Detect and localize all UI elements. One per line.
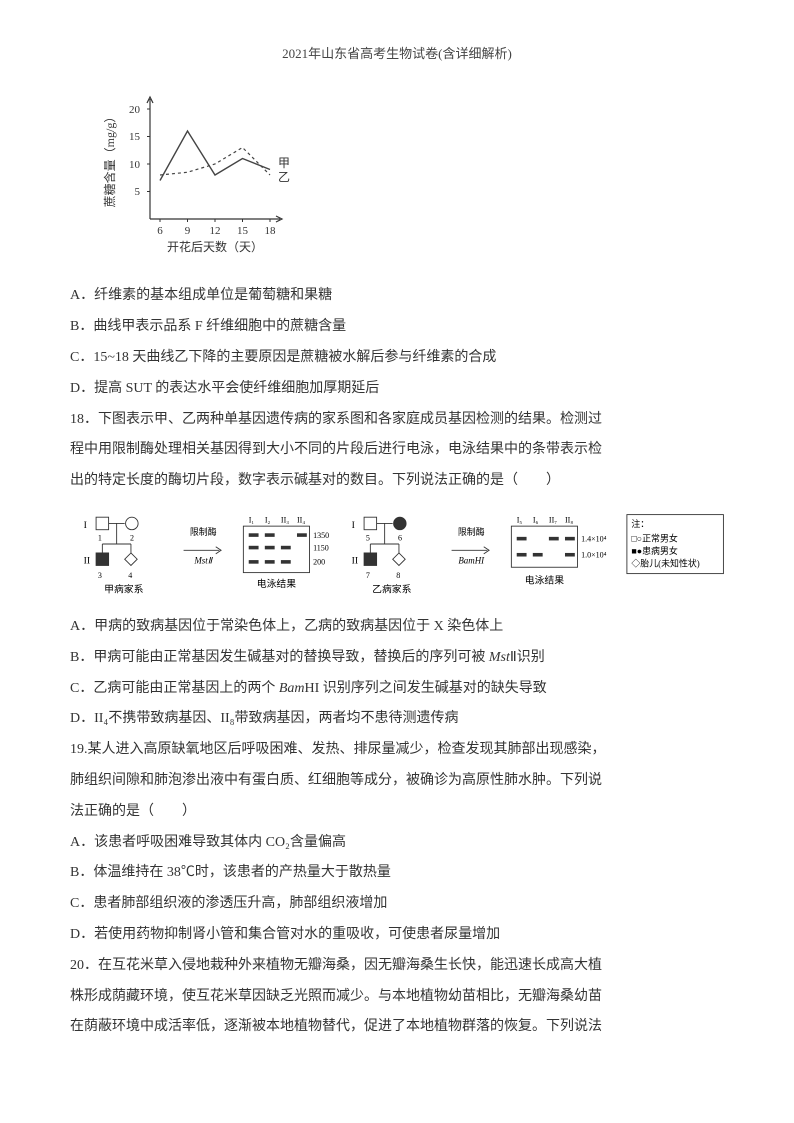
svg-text:II₈: II₈ xyxy=(565,516,573,525)
series-label-yi: 乙 xyxy=(278,170,290,184)
svg-text:1: 1 xyxy=(98,533,102,542)
q18-option-d: D．II₄不携带致病基因、II₈带致病基因，两者均不患待测遗传病 xyxy=(70,704,724,735)
svg-text:电泳结果: 电泳结果 xyxy=(257,577,296,590)
gel-yi: I₅ I₆ II₇ II₈ 1.4×10⁴ 1.0×10⁴ 电泳结果 xyxy=(506,505,613,600)
sucrose-chart: 5 10 15 20 6 9 12 15 18 甲 乙 蔗糖含量（mg/g） 开… xyxy=(100,89,300,259)
svg-text:I₆: I₆ xyxy=(533,516,539,525)
svg-text:II₄: II₄ xyxy=(297,516,305,525)
svg-text:■●患病男女: ■●患病男女 xyxy=(631,545,678,556)
q18-option-b: B．甲病可能由正常基因发生碱基对的替换导致，替换后的序列可被 MstⅡ识别 xyxy=(70,643,724,674)
q18-b-part3: Ⅱ识别 xyxy=(510,650,545,665)
svg-text:I₂: I₂ xyxy=(265,516,271,525)
y-axis-label: 蔗糖含量（mg/g） xyxy=(102,110,117,207)
svg-text:1350: 1350 xyxy=(313,531,329,540)
svg-text:甲病家系: 甲病家系 xyxy=(104,582,143,595)
q18-b-part1: B．甲病可能由正常基因发生碱基对的替换导致，替换后的序列可被 xyxy=(70,650,489,665)
q18-c-part3: HI 识别序列之间发生碱基对的缺失导致 xyxy=(305,681,547,696)
q17-option-a: A．纤维素的基本组成单位是葡萄糖和果糖 xyxy=(70,281,724,312)
ytick-15: 15 xyxy=(129,131,141,143)
svg-text:8: 8 xyxy=(397,571,401,580)
svg-text:I: I xyxy=(84,520,87,531)
q18-option-a: A．甲病的致病基因位于常染色体上，乙病的致病基因位于 X 染色体上 xyxy=(70,612,724,643)
pedigree-jia: I 1 2 II 3 4 甲病家系 xyxy=(80,505,168,600)
page-header: 2021年山东省高考生物试卷(含详细解析) xyxy=(70,40,724,69)
svg-text:限制酶: 限制酶 xyxy=(458,526,485,537)
svg-text:200: 200 xyxy=(313,558,325,567)
svg-text:3: 3 xyxy=(98,571,102,580)
pedigree-yi: I 5 6 II 7 8 乙病家系 xyxy=(348,505,436,600)
q18-c-italic: Bam xyxy=(279,681,305,696)
xtick-18: 18 xyxy=(265,225,277,237)
series-label-jia: 甲 xyxy=(278,156,290,170)
ytick-5: 5 xyxy=(135,186,141,198)
svg-text:II: II xyxy=(352,556,359,567)
enzyme-arrow-yi: 限制酶 BamHI xyxy=(448,505,494,600)
svg-text:5: 5 xyxy=(366,533,370,542)
q18-c-part1: C．乙病可能由正常基因上的两个 xyxy=(70,681,279,696)
svg-text:1150: 1150 xyxy=(313,543,329,552)
q19-option-b: B．体温维持在 38℃时，该患者的产热量大于散热量 xyxy=(70,858,724,889)
svg-text:7: 7 xyxy=(366,571,370,580)
q19-option-a: A．该患者呼吸困难导致其体内 CO₂含量偏高 xyxy=(70,828,724,859)
svg-text:□○正常男女: □○正常男女 xyxy=(631,532,678,543)
svg-text:II: II xyxy=(84,556,91,567)
svg-text:乙病家系: 乙病家系 xyxy=(373,582,412,595)
q18-stem-line3: 出的特定长度的酶切片段，数字表示碱基对的数目。下列说法正确的是（ ） xyxy=(70,466,724,497)
svg-text:1.4×10⁴: 1.4×10⁴ xyxy=(582,534,608,543)
svg-text:I₅: I₅ xyxy=(517,516,523,525)
enzyme-arrow-jia: 限制酶 MstⅡ xyxy=(180,505,226,600)
q20-stem-line3: 在荫蔽环境中成活率低，逐渐被本地植物替代，促进了本地植物群落的恢复。下列说法 xyxy=(70,1012,724,1043)
q19-stem-line3: 法正确的是（ ） xyxy=(70,797,724,828)
svg-text:电泳结果: 电泳结果 xyxy=(525,573,564,586)
svg-text:1.0×10⁴: 1.0×10⁴ xyxy=(582,550,608,559)
gel-jia: I₁ I₂ II₃ II₄ 1350 1150 200 电泳结果 xyxy=(238,505,336,600)
xtick-6: 6 xyxy=(157,225,163,237)
svg-text:MstⅡ: MstⅡ xyxy=(193,556,213,566)
ytick-10: 10 xyxy=(129,159,141,171)
q19-stem-line1: 19.某人进入高原缺氧地区后呼吸困难、发热、排尿量减少，检查发现其肺部出现感染， xyxy=(70,735,724,766)
q18-b-italic: Mst xyxy=(489,650,510,665)
q17-option-b: B．曲线甲表示品系 F 纤维细胞中的蔗糖含量 xyxy=(70,312,724,343)
q18-stem-line1: 18．下图表示甲、乙两种单基因遗传病的家系图和各家庭成员基因检测的结果。检测过 xyxy=(70,405,724,436)
ytick-20: 20 xyxy=(129,104,141,116)
svg-text:4: 4 xyxy=(128,571,132,580)
sucrose-chart-figure: 5 10 15 20 6 9 12 15 18 甲 乙 蔗糖含量（mg/g） 开… xyxy=(100,89,724,272)
q17-option-c: C．15~18 天曲线乙下降的主要原因是蔗糖被水解后参与纤维素的合成 xyxy=(70,343,724,374)
svg-text:II₃: II₃ xyxy=(281,516,289,525)
q17-option-d: D．提高 SUT 的表达水平会使纤维细胞加厚期延后 xyxy=(70,374,724,405)
x-axis-label: 开花后天数（天） xyxy=(167,239,263,254)
q18-stem-line2: 程中用限制酶处理相关基因得到大小不同的片段后进行电泳，电泳结果中的条带表示检 xyxy=(70,435,724,466)
q20-stem-line1: 20．在互花米草入侵地栽种外来植物无瓣海桑，因无瓣海桑生长快，能迅速长成高大植 xyxy=(70,951,724,982)
q19-option-d: D．若使用药物抑制肾小管和集合管对水的重吸收，可使患者尿量增加 xyxy=(70,920,724,951)
q18-diagram-row: I 1 2 II 3 4 甲病家系 限制酶 MstⅡ I₁ I₂ II₃ II₄… xyxy=(80,505,724,600)
svg-text:◇胎儿(未知性状): ◇胎儿(未知性状) xyxy=(631,557,699,568)
svg-text:限制酶: 限制酶 xyxy=(189,526,216,537)
q18-option-c: C．乙病可能由正常基因上的两个 BamHI 识别序列之间发生碱基对的缺失导致 xyxy=(70,674,724,705)
svg-text:6: 6 xyxy=(398,533,402,542)
q19-option-c: C．患者肺部组织液的渗透压升高，肺部组织液增加 xyxy=(70,889,724,920)
xtick-9: 9 xyxy=(185,225,191,237)
svg-text:I₁: I₁ xyxy=(249,516,255,525)
q20-stem-line2: 株形成荫藏环境，使互花米草因缺乏光照而减少。与本地植物幼苗相比，无瓣海桑幼苗 xyxy=(70,982,724,1013)
svg-text:I: I xyxy=(352,520,355,531)
svg-text:II₇: II₇ xyxy=(549,516,557,525)
xtick-15: 15 xyxy=(237,225,249,237)
q19-stem-line2: 肺组织间隙和肺泡渗出液中有蛋白质、红细胞等成分，被确诊为高原性肺水肿。下列说 xyxy=(70,766,724,797)
pedigree-legend: 注： □○正常男女 ■●患病男女 ◇胎儿(未知性状) xyxy=(626,505,724,585)
svg-text:注：: 注： xyxy=(631,518,649,529)
svg-text:BamHI: BamHI xyxy=(458,556,485,566)
xtick-12: 12 xyxy=(210,225,221,237)
svg-text:2: 2 xyxy=(130,533,134,542)
